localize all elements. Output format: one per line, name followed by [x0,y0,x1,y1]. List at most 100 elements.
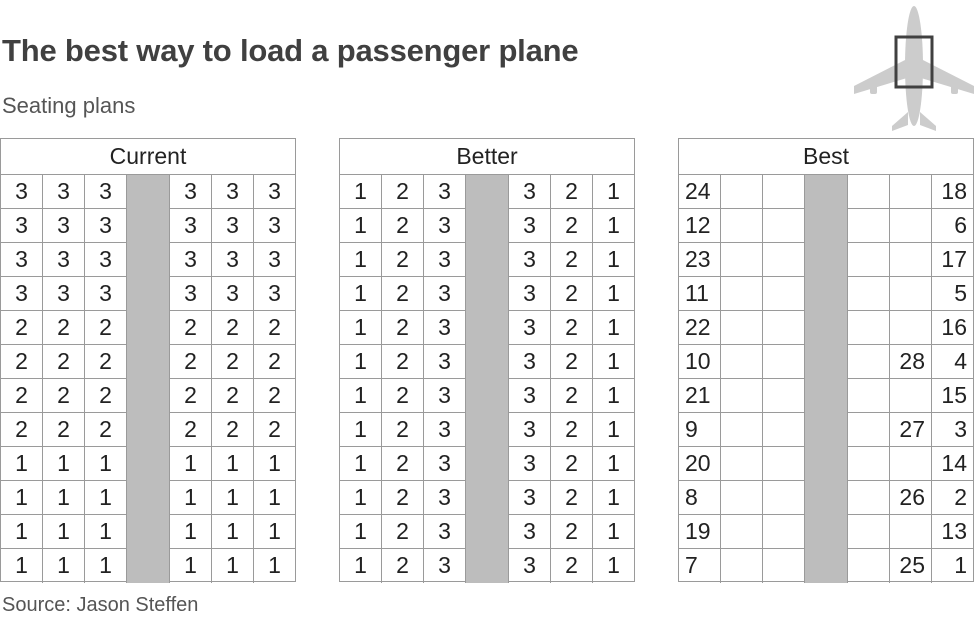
aisle [127,175,170,209]
seat-cell [763,277,805,311]
seat-cell: 5 [932,277,973,311]
seat-cell: 1 [340,413,382,447]
seat-cell: 14 [932,447,973,481]
seat-cell: 3 [1,175,43,209]
seat-cell: 3 [509,515,551,549]
seat-cell: 2 [382,413,424,447]
seat-cell: 1 [212,447,254,481]
aisle [466,345,509,379]
seat-cell: 3 [424,447,466,481]
seat-cell: 1 [43,447,85,481]
seat-cell: 2 [551,243,593,277]
aisle [127,379,170,413]
seat-cell [848,481,890,515]
seat-cell: 1 [593,515,634,549]
seat-cell: 26 [890,481,932,515]
seat-cell [848,243,890,277]
seat-cell: 2 [382,345,424,379]
aisle [466,481,509,515]
seat-cell: 3 [212,209,254,243]
seat-cell: 2 [254,413,295,447]
seat-cell: 1 [340,549,382,583]
aisle [466,243,509,277]
aisle [805,413,848,447]
seat-cell [890,277,932,311]
seat-cell: 2 [254,345,295,379]
aisle [466,549,509,583]
seat-cell: 2 [43,311,85,345]
seat-cell: 1 [340,345,382,379]
seat-cell: 1 [170,481,212,515]
seat-cell [848,277,890,311]
seat-cell: 2 [551,549,593,583]
seat-cell [721,515,763,549]
aisle [466,209,509,243]
seat-cell: 1 [954,552,967,578]
seat-cell: 1 [340,379,382,413]
aisle [466,277,509,311]
seat-cell [763,447,805,481]
seat-cell: 2 [382,515,424,549]
aisle [127,345,170,379]
aisle [127,515,170,549]
seat-cell: 1 [593,413,634,447]
seat-cell: 3 [85,277,127,311]
seat-cell: 3 [932,413,973,447]
seat-cell: 16 [932,311,973,345]
seat-cell: 1 [1,447,43,481]
seat-cell: 13 [932,515,973,549]
seat-cell: 2 [1,379,43,413]
seat-cell: 3 [424,175,466,209]
seat-cell: 2 [170,379,212,413]
seat-cell: 28 [890,345,932,379]
seat-cell: 3 [170,243,212,277]
seat-cell [763,209,805,243]
seat-cell: 3 [424,549,466,583]
seat-cell [721,345,763,379]
seat-cell: 3 [85,175,127,209]
seat-cell: 1 [1,481,43,515]
seat-cell: 3 [424,277,466,311]
seat-cell: 1 [254,481,295,515]
seat-cell [721,413,763,447]
seat-cell: 3 [424,209,466,243]
seat-cell: 1 [593,345,634,379]
seat-cell: 24 [679,175,721,209]
seat-cell: 3 [424,345,466,379]
seat-cell: 1 [212,515,254,549]
seat-cell: 27 [890,413,932,447]
seat-cell: 3 [212,243,254,277]
seat-cell: 2 [43,413,85,447]
seat-cell [721,311,763,345]
seat-cell: 1 [85,447,127,481]
seat-cell: 25 [890,549,932,583]
seat-cell: 22 [679,311,721,345]
seat-cell: 2 [551,345,593,379]
seat-cell: 1 [340,311,382,345]
seat-cell [763,243,805,277]
seat-cell: 1 [340,481,382,515]
seat-cell: 1 [593,481,634,515]
seat-cell: 2 [212,345,254,379]
seat-cell [763,345,805,379]
seat-cell [890,175,932,209]
aisle [466,379,509,413]
aisle [127,447,170,481]
seat-cell: 1 [212,481,254,515]
seat-cell: 2 [1,413,43,447]
aisle [805,311,848,345]
seat-cell: 3 [1,209,43,243]
seat-cell [890,209,932,243]
seat-cell: 1 [43,549,85,583]
seat-cell: 2 [212,311,254,345]
seat-cell: 2 [551,311,593,345]
seat-cell [721,447,763,481]
seat-cell: 1 [170,447,212,481]
seat-cell: 2 [43,379,85,413]
seat-cell: 1 [593,209,634,243]
seat-cell: 1 [340,277,382,311]
aisle [466,515,509,549]
seat-cell: 1 [43,515,85,549]
aisle [127,209,170,243]
